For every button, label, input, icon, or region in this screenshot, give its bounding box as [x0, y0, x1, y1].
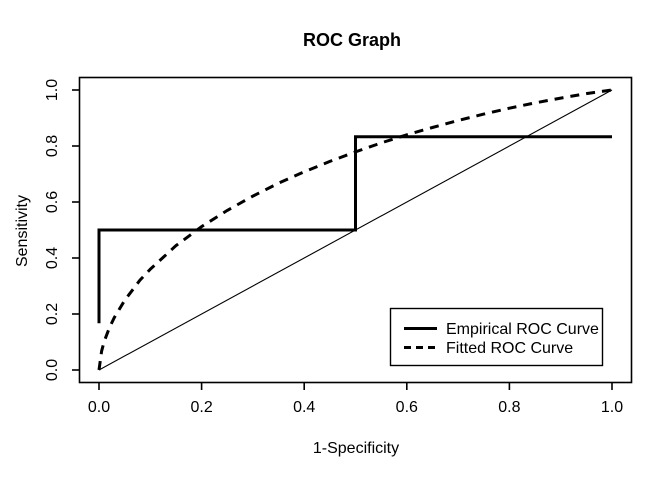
x-tick-label: 0.6 [396, 399, 418, 416]
y-tick-label: 0.0 [44, 359, 61, 381]
y-tick-label: 0.4 [44, 247, 61, 269]
x-axis-ticks: 0.0 0.2 0.4 0.6 0.8 1.0 [88, 382, 623, 416]
y-tick-label: 1.0 [44, 79, 61, 101]
plot-box [78, 76, 633, 384]
data-series [97, 88, 613, 371]
legend-label-empirical: Empirical ROC Curve [446, 321, 599, 338]
x-tick-label: 0.8 [498, 399, 520, 416]
y-tick-label: 0.6 [44, 191, 61, 213]
x-tick-label: 0.4 [293, 399, 315, 416]
x-tick-label: 0.2 [190, 399, 212, 416]
x-axis-label: 1-Specificity [313, 440, 399, 457]
legend: Empirical ROC Curve Fitted ROC Curve [389, 307, 604, 367]
y-axis-label: Sensitivity [14, 195, 31, 267]
fitted-roc-curve-line [97, 88, 613, 371]
y-tick-label: 0.8 [44, 135, 61, 157]
chart-title: ROC Graph [303, 30, 401, 50]
y-tick-label: 0.2 [44, 303, 61, 325]
chance-diagonal-line [98, 89, 613, 371]
x-tick-label: 1.0 [601, 399, 623, 416]
x-tick-label: 0.0 [88, 399, 110, 416]
legend-label-fitted: Fitted ROC Curve [446, 340, 573, 357]
y-axis-ticks: 0.0 0.2 0.4 0.6 0.8 1.0 [44, 79, 80, 381]
legend-box [389, 307, 604, 367]
